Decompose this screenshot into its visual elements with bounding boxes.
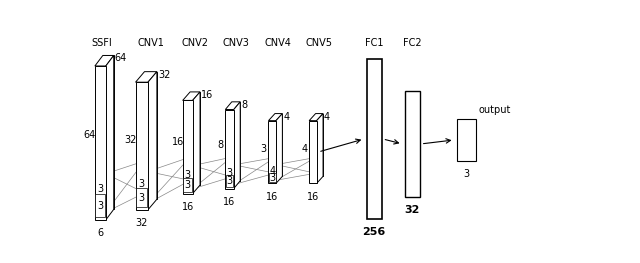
Polygon shape bbox=[309, 121, 317, 184]
Polygon shape bbox=[136, 82, 148, 210]
Text: 3: 3 bbox=[463, 169, 470, 179]
Text: 8: 8 bbox=[241, 100, 247, 110]
Polygon shape bbox=[405, 91, 420, 197]
Text: 6: 6 bbox=[97, 228, 104, 238]
Polygon shape bbox=[145, 72, 157, 199]
Polygon shape bbox=[317, 114, 323, 184]
Text: 32: 32 bbox=[404, 205, 420, 215]
Text: FC1: FC1 bbox=[365, 38, 383, 48]
Polygon shape bbox=[225, 109, 234, 189]
Text: CNV4: CNV4 bbox=[265, 38, 292, 48]
Text: 3: 3 bbox=[260, 144, 267, 154]
Polygon shape bbox=[269, 121, 276, 184]
Text: 16: 16 bbox=[201, 90, 213, 100]
Polygon shape bbox=[457, 119, 476, 161]
Text: CNV3: CNV3 bbox=[223, 38, 250, 48]
Polygon shape bbox=[95, 194, 105, 217]
Text: 16: 16 bbox=[307, 192, 319, 202]
Text: 64: 64 bbox=[84, 130, 96, 140]
Text: 4: 4 bbox=[284, 112, 289, 122]
Text: 3: 3 bbox=[139, 179, 145, 189]
Text: 4: 4 bbox=[301, 144, 307, 154]
Text: SSFI: SSFI bbox=[92, 38, 112, 48]
Text: CNV1: CNV1 bbox=[138, 38, 164, 48]
Polygon shape bbox=[269, 114, 282, 121]
Text: 4: 4 bbox=[324, 112, 330, 122]
Polygon shape bbox=[275, 114, 282, 176]
Polygon shape bbox=[234, 102, 240, 189]
Polygon shape bbox=[309, 114, 323, 121]
Text: 32: 32 bbox=[136, 218, 148, 228]
Polygon shape bbox=[106, 55, 114, 220]
Text: CNV2: CNV2 bbox=[182, 38, 209, 48]
Text: 4: 4 bbox=[269, 166, 275, 176]
Text: 3: 3 bbox=[97, 201, 104, 211]
Text: 32: 32 bbox=[124, 135, 137, 145]
Polygon shape bbox=[276, 114, 282, 184]
Text: FC2: FC2 bbox=[403, 38, 422, 48]
Polygon shape bbox=[148, 72, 157, 210]
Polygon shape bbox=[367, 59, 381, 219]
Polygon shape bbox=[226, 175, 234, 187]
Polygon shape bbox=[182, 92, 200, 100]
Text: 3: 3 bbox=[227, 176, 232, 186]
Text: 64: 64 bbox=[115, 53, 127, 63]
Polygon shape bbox=[136, 188, 147, 207]
Polygon shape bbox=[136, 72, 157, 82]
Text: 3: 3 bbox=[269, 173, 275, 183]
Text: 16: 16 bbox=[266, 192, 278, 202]
Polygon shape bbox=[95, 55, 114, 66]
Text: 256: 256 bbox=[362, 227, 386, 237]
Polygon shape bbox=[182, 100, 193, 194]
Polygon shape bbox=[190, 92, 200, 185]
Text: 16: 16 bbox=[223, 197, 236, 207]
Polygon shape bbox=[103, 55, 114, 209]
Polygon shape bbox=[269, 173, 276, 182]
Text: 3: 3 bbox=[139, 193, 145, 203]
Polygon shape bbox=[316, 114, 323, 176]
Text: output: output bbox=[478, 105, 511, 115]
Polygon shape bbox=[193, 92, 200, 194]
Polygon shape bbox=[225, 102, 240, 109]
Text: 32: 32 bbox=[158, 70, 170, 80]
Text: 8: 8 bbox=[218, 140, 223, 150]
Text: 3: 3 bbox=[184, 180, 191, 190]
Text: 3: 3 bbox=[184, 170, 191, 180]
Polygon shape bbox=[183, 178, 192, 192]
Polygon shape bbox=[95, 66, 106, 220]
Polygon shape bbox=[232, 102, 240, 181]
Text: 3: 3 bbox=[97, 184, 104, 194]
Text: CNV5: CNV5 bbox=[305, 38, 333, 48]
Text: 16: 16 bbox=[172, 137, 184, 147]
Text: 16: 16 bbox=[182, 202, 194, 212]
Text: 3: 3 bbox=[227, 168, 232, 178]
